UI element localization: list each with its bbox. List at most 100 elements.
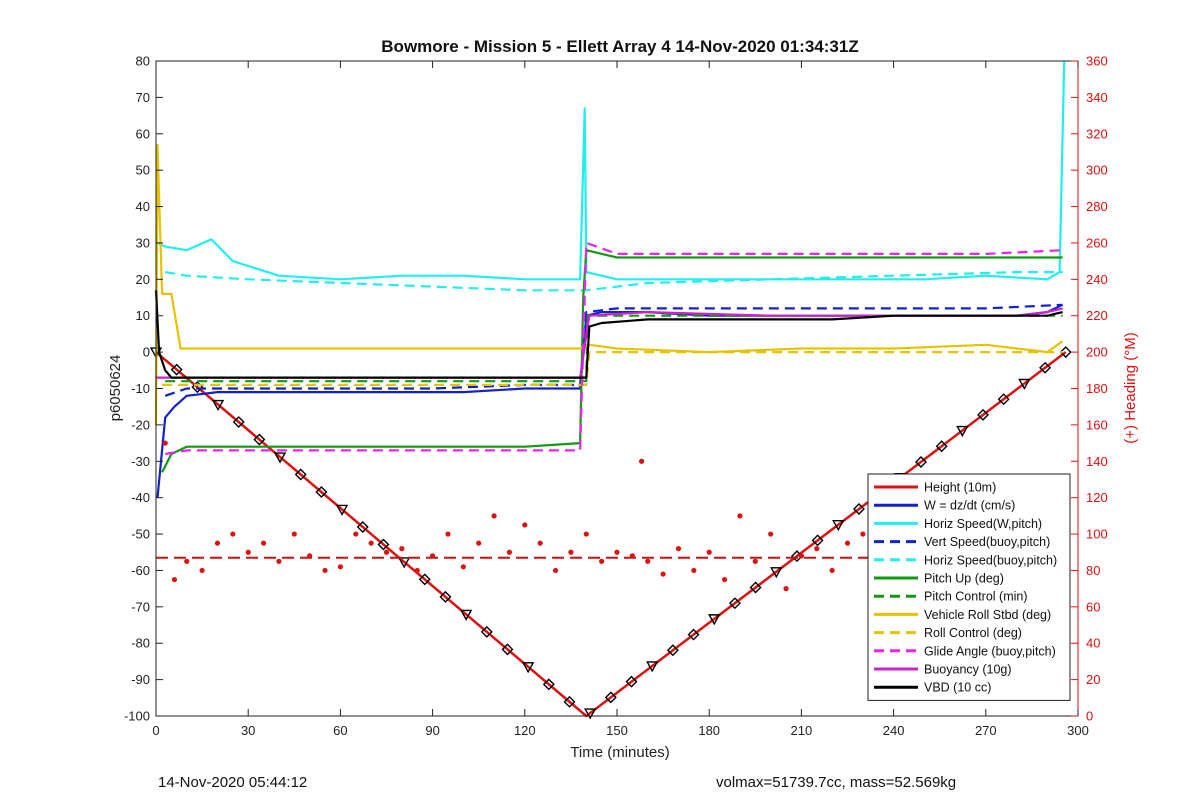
legend-label: Horiz Speed(buoy,pitch) bbox=[924, 553, 1057, 567]
y-tick-label-right: 140 bbox=[1086, 454, 1108, 469]
height-marker bbox=[708, 614, 721, 626]
heading-point bbox=[353, 531, 359, 537]
y-tick-label-left: 0 bbox=[143, 345, 150, 360]
heading-point bbox=[184, 558, 190, 564]
heading-point bbox=[291, 531, 297, 537]
height-marker bbox=[604, 691, 617, 704]
y-tick-label-left: 50 bbox=[136, 163, 150, 178]
legend-label: Buoyancy (10g) bbox=[924, 663, 1012, 677]
heading-point bbox=[706, 549, 712, 555]
heading-point bbox=[829, 567, 835, 574]
height-marker bbox=[977, 408, 989, 421]
legend-label: Height (10m) bbox=[924, 481, 996, 495]
heading-point bbox=[506, 549, 513, 555]
plot-area bbox=[149, 60, 1072, 720]
height-marker bbox=[211, 399, 225, 412]
y-tick-label-right: 200 bbox=[1086, 345, 1108, 360]
heading-point bbox=[245, 549, 251, 555]
height-marker bbox=[170, 363, 183, 376]
series-horiz-speed-buoy-pitch bbox=[165, 271, 1063, 292]
height-marker bbox=[480, 625, 493, 638]
y-axis-label-left: p6050624 bbox=[107, 355, 124, 422]
heading-point bbox=[337, 564, 343, 570]
x-tick-label: 180 bbox=[698, 723, 720, 738]
axes: 0 30 60 90 120 150 180 210 240 270 300-100-90-80-7… bbox=[124, 54, 1108, 739]
heading-point bbox=[638, 458, 645, 464]
height-marker bbox=[646, 661, 659, 673]
y-tick-label-left: -40 bbox=[131, 490, 150, 505]
y-tick-label-right: 320 bbox=[1086, 126, 1108, 141]
heading-point bbox=[675, 546, 682, 552]
height-marker bbox=[521, 662, 535, 674]
heading-point bbox=[614, 549, 620, 555]
y-tick-label-left: -80 bbox=[131, 636, 150, 651]
heading-point bbox=[491, 513, 497, 519]
heading-point bbox=[583, 531, 589, 537]
height-marker bbox=[315, 486, 328, 498]
y-tick-label-right: 240 bbox=[1086, 272, 1108, 287]
legend-label: Roll Control (deg) bbox=[924, 626, 1022, 640]
legend-label: Pitch Up (deg) bbox=[924, 572, 1004, 586]
heading-point bbox=[171, 576, 178, 583]
heading-point bbox=[737, 513, 743, 519]
height-marker bbox=[356, 520, 369, 533]
height-marker bbox=[397, 557, 411, 569]
heading-point bbox=[460, 564, 466, 570]
heading-point bbox=[860, 531, 866, 537]
y-tick-label-left: 80 bbox=[136, 54, 150, 69]
x-tick-label: 90 bbox=[425, 723, 439, 738]
legend-label: W = dz/dt (cm/s) bbox=[924, 499, 1015, 513]
height-marker bbox=[852, 503, 865, 516]
legend-label: Horiz Speed(W,pitch) bbox=[924, 517, 1042, 531]
heading-point bbox=[368, 540, 374, 546]
height-marker bbox=[501, 643, 514, 656]
y-tick-label-left: 70 bbox=[136, 90, 150, 105]
y-tick-label-left: -70 bbox=[131, 599, 150, 614]
y-tick-label-left: -20 bbox=[131, 417, 150, 432]
y-tick-label-left: 40 bbox=[136, 199, 150, 214]
heading-point bbox=[691, 567, 697, 574]
y-tick-label-left: 60 bbox=[136, 126, 150, 141]
y-tick-label-right: 340 bbox=[1086, 90, 1108, 105]
legend: Height (10m) W = dz/dt (cm/s) Horiz Speed(… bbox=[867, 473, 1071, 701]
height-marker bbox=[914, 455, 927, 468]
chart-title: Bowmore - Mission 5 - Ellett Array 4 14-… bbox=[381, 37, 858, 56]
height-marker bbox=[273, 452, 287, 464]
x-tick-label: 30 bbox=[241, 723, 255, 738]
y-tick-label-right: 40 bbox=[1086, 636, 1100, 651]
heading-point bbox=[721, 576, 728, 583]
heading-point bbox=[660, 571, 666, 577]
heading-point bbox=[476, 540, 482, 546]
height-marker bbox=[687, 628, 700, 641]
height-marker bbox=[997, 393, 1010, 406]
height-marker bbox=[563, 695, 576, 708]
series-line bbox=[161, 249, 1063, 473]
series-line bbox=[165, 271, 1063, 292]
x-tick-label: 120 bbox=[514, 723, 536, 738]
x-tick-label: 210 bbox=[791, 723, 813, 738]
series-vbd-10-cc bbox=[154, 290, 1063, 379]
height-marker bbox=[253, 433, 266, 446]
heading-point bbox=[445, 531, 451, 537]
height-marker bbox=[1018, 378, 1031, 390]
height-marker bbox=[728, 597, 741, 610]
y-tick-label-right: 220 bbox=[1086, 308, 1108, 323]
footer-timestamp: 14-Nov-2020 05:44:12 bbox=[158, 774, 308, 791]
y-tick-label-right: 60 bbox=[1086, 599, 1100, 614]
y-tick-label-left: -50 bbox=[131, 527, 150, 542]
series-line bbox=[154, 290, 1063, 379]
series-line bbox=[165, 241, 1063, 456]
heading-point bbox=[568, 549, 574, 555]
heading-point bbox=[199, 567, 205, 574]
y-tick-label-right: 160 bbox=[1086, 417, 1108, 432]
legend-box bbox=[867, 473, 1071, 701]
legend-label: Vehicle Roll Stbd (deg) bbox=[924, 608, 1051, 622]
heading-point bbox=[383, 549, 390, 555]
footer-summary: volmax=51739.7cc, mass=52.569kg bbox=[716, 774, 957, 791]
legend-label: Glide Angle (buoy,pitch) bbox=[924, 644, 1056, 658]
legend-label: Pitch Control (min) bbox=[924, 590, 1028, 604]
y-tick-label-left: -60 bbox=[131, 563, 150, 578]
height-marker bbox=[294, 468, 307, 481]
heading-point bbox=[162, 440, 168, 446]
